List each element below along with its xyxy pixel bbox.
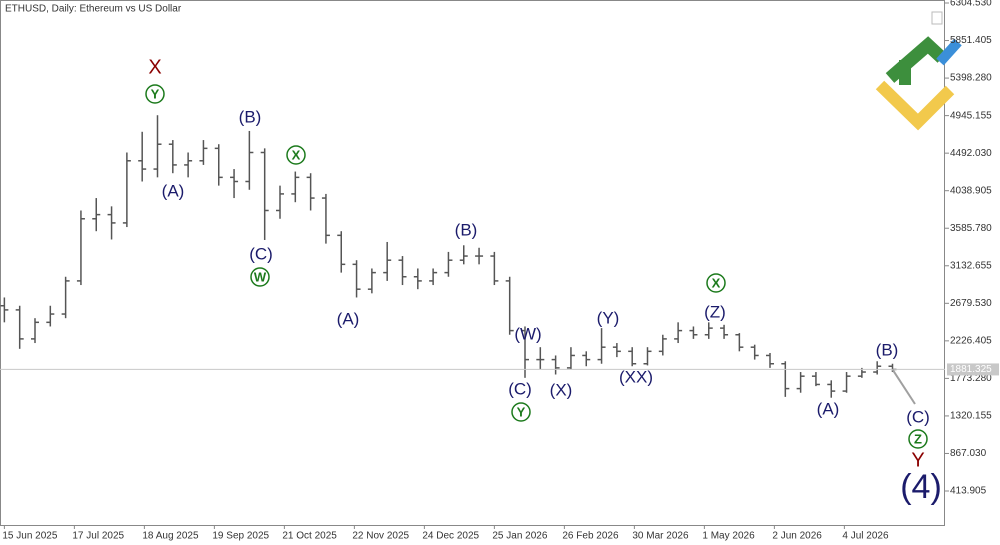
x-tick-label: 25 Jan 2026	[492, 531, 547, 542]
x-tick-label: 19 Sep 2025	[212, 531, 269, 542]
circled-label: Z	[914, 431, 922, 446]
y-tick-label: 1773.280	[950, 373, 992, 384]
wave-label: (B)	[239, 107, 262, 126]
wave-label: (C)	[906, 407, 930, 426]
wave-label: (XX)	[619, 367, 653, 386]
circled-label: W	[254, 269, 267, 284]
price-tag-label: 1881.325	[950, 364, 992, 375]
x-tick-label: 21 Oct 2025	[282, 531, 337, 542]
degree-label: (4)	[900, 468, 942, 506]
y-tick-label: 1320.155	[950, 411, 992, 422]
circled-label: X	[292, 147, 301, 162]
x-tick-label: 1 May 2026	[702, 531, 755, 542]
y-tick-label: 413.905	[950, 486, 987, 497]
wave-circle	[511, 402, 531, 422]
wave-label: (Z)	[704, 302, 726, 321]
x-tick-label: 22 Nov 2025	[352, 531, 409, 542]
wave-circle	[706, 273, 726, 293]
wave-circle	[908, 429, 928, 449]
wave-label: (C)	[249, 244, 273, 263]
price-tag	[947, 363, 999, 376]
x-tick-label: 26 Feb 2026	[562, 531, 619, 542]
circled-label: Y	[517, 404, 526, 419]
projection-line	[891, 368, 916, 405]
wave-circle	[250, 267, 270, 287]
y-tick-label: 6304.530	[950, 0, 992, 9]
wave-circle	[145, 84, 165, 104]
y-tick-label: 4038.905	[950, 185, 992, 196]
wave-label: (A)	[337, 309, 360, 328]
y-tick-label: 3585.780	[950, 223, 992, 234]
y-tick-label: 867.030	[950, 448, 987, 459]
y-tick-label: 5851.405	[950, 35, 992, 46]
x-tick-label: 15 Jun 2025	[2, 531, 57, 542]
y-tick-label: 2226.405	[950, 335, 992, 346]
logo-blue	[936, 38, 962, 66]
y-tick-label: 4945.155	[950, 110, 992, 121]
wave-label: (A)	[162, 181, 185, 200]
x-tick-label: 18 Aug 2025	[142, 531, 199, 542]
y-tick-label: 4492.030	[950, 148, 992, 159]
wave-label: (C)	[508, 379, 532, 398]
y-tick-label: 5398.280	[950, 73, 992, 84]
plot-area	[0, 0, 945, 526]
menu-icon[interactable]	[931, 11, 943, 25]
x-tick-label: 30 Mar 2026	[632, 531, 689, 542]
chart-title: ETHUSD, Daily: Ethereum vs US Dollar	[5, 4, 182, 15]
wave-label: (Y)	[597, 308, 620, 327]
circled-label: X	[712, 275, 721, 290]
x-tick-label: 2 Jun 2026	[772, 531, 822, 542]
wave-label: (X)	[550, 380, 573, 399]
x-tick-label: 24 Dec 2025	[422, 531, 479, 542]
logo-yellow	[875, 80, 955, 131]
circled-label: Y	[151, 86, 160, 101]
wave-label: (W)	[514, 324, 541, 343]
wave-label: (B)	[876, 340, 899, 359]
x-tick-label: 4 Jul 2026	[842, 531, 889, 542]
x-tick-label: 17 Jul 2025	[72, 531, 124, 542]
y-tick-label: 2679.530	[950, 298, 992, 309]
y-tick-label: 3132.655	[950, 260, 992, 271]
logo	[875, 36, 962, 131]
wave-circle	[286, 145, 306, 165]
wave-label: (A)	[817, 399, 840, 418]
wave-label: (B)	[455, 220, 478, 239]
red-label: Y	[911, 449, 924, 471]
red-label: X	[148, 56, 161, 78]
